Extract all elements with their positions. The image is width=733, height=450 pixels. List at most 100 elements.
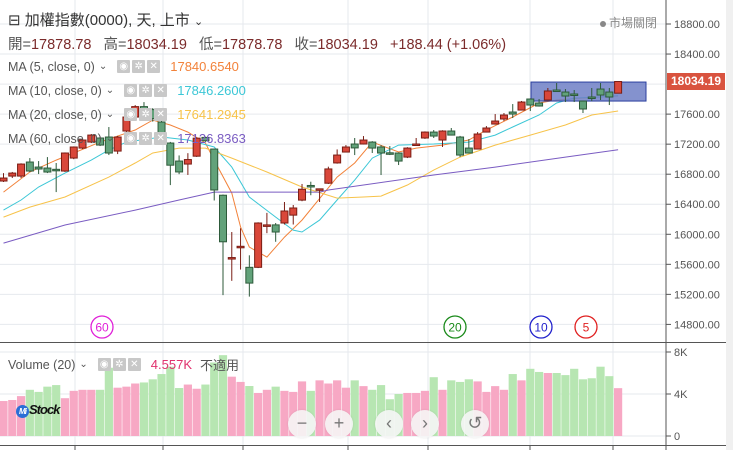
chevron-down-icon[interactable]: ⌄ bbox=[98, 61, 108, 72]
volume-bar bbox=[517, 380, 526, 436]
candle-body bbox=[377, 146, 386, 154]
period-marker-20: 20 bbox=[443, 315, 467, 339]
candle bbox=[491, 114, 500, 125]
ma-legend[interactable]: MA (10, close, 0) ⌄ ◉ ✲ ✕ 17846.2600 bbox=[8, 83, 246, 98]
ma-label: MA (5, close, 0) bbox=[8, 59, 95, 74]
candle-body bbox=[175, 160, 184, 173]
candle-body bbox=[543, 90, 552, 101]
volume-bar bbox=[350, 380, 359, 436]
close-icon[interactable]: ✕ bbox=[127, 358, 141, 371]
ohlc-readout: 開=17878.78 高=18034.19 低=17878.78 收=18034… bbox=[8, 33, 514, 54]
eye-icon[interactable]: ◉ bbox=[117, 60, 131, 73]
candle-body bbox=[324, 168, 333, 184]
candle-body bbox=[104, 136, 113, 154]
eye-icon[interactable]: ◉ bbox=[97, 358, 111, 371]
candle bbox=[333, 149, 342, 164]
zoom-in-button[interactable]: + bbox=[325, 410, 353, 438]
ma-value: 17846.2600 bbox=[177, 83, 246, 98]
gear-icon[interactable]: ✲ bbox=[139, 108, 153, 121]
volume-bar bbox=[210, 362, 219, 436]
ma-value: 17840.6540 bbox=[170, 59, 239, 74]
volume-bar bbox=[60, 398, 70, 436]
volume-bar bbox=[69, 390, 78, 436]
candle bbox=[60, 152, 69, 172]
reset-chart-button[interactable]: ↺ bbox=[461, 410, 489, 438]
eye-icon[interactable]: ◉ bbox=[124, 84, 138, 97]
gear-icon[interactable]: ✲ bbox=[139, 132, 153, 145]
candle bbox=[298, 183, 307, 202]
candle bbox=[52, 163, 61, 193]
volume-bar bbox=[543, 373, 552, 436]
volume-legend[interactable]: Volume (20) ⌄ ◉ ✲ ✕ 4.557K 不適用 bbox=[8, 355, 239, 374]
volume-bar bbox=[8, 399, 17, 436]
candle-body bbox=[271, 224, 280, 233]
gear-icon[interactable]: ✲ bbox=[112, 358, 126, 371]
price-tick-label: 15200.00 bbox=[674, 289, 720, 301]
volume-bar bbox=[254, 392, 263, 436]
eye-icon[interactable]: ◉ bbox=[124, 108, 138, 121]
gear-icon[interactable]: ✲ bbox=[132, 60, 146, 73]
close-icon[interactable]: ✕ bbox=[154, 84, 168, 97]
volume-bar bbox=[359, 386, 368, 436]
low-value: 17878.78 bbox=[221, 37, 283, 53]
marker-circle bbox=[574, 315, 598, 339]
gear-icon[interactable]: ✲ bbox=[139, 84, 153, 97]
close-icon[interactable]: ✕ bbox=[154, 108, 168, 121]
candle bbox=[113, 135, 122, 155]
candle bbox=[201, 136, 210, 142]
market-status-text: 市場關閉 bbox=[609, 16, 658, 30]
last-price-tag: 18034.19 bbox=[667, 73, 725, 90]
candle-body bbox=[34, 166, 43, 170]
candle bbox=[324, 166, 333, 184]
chevron-down-icon[interactable]: ⌄ bbox=[105, 133, 115, 144]
candle bbox=[8, 171, 17, 179]
volume-bar bbox=[578, 379, 588, 436]
candle bbox=[254, 222, 263, 269]
price-tick-label: 16000.00 bbox=[674, 229, 720, 241]
ma-value: 17126.8363 bbox=[177, 131, 246, 146]
vertical-scrollbar[interactable] bbox=[726, 0, 733, 450]
price-tick-label: 16800.00 bbox=[674, 169, 720, 181]
volume-bar bbox=[534, 371, 544, 436]
volume-bar bbox=[78, 389, 87, 436]
chevron-down-icon[interactable]: ⌄ bbox=[105, 85, 115, 96]
scroll-left-button[interactable]: ‹ bbox=[375, 410, 403, 438]
candle-body bbox=[245, 266, 254, 284]
candle bbox=[17, 163, 26, 179]
eye-icon[interactable]: ◉ bbox=[124, 132, 138, 145]
candle bbox=[87, 134, 96, 144]
candle bbox=[429, 130, 438, 139]
zoom-out-button[interactable]: − bbox=[288, 410, 316, 438]
ma-legend[interactable]: MA (5, close, 0) ⌄ ◉ ✲ ✕ 17840.6540 bbox=[8, 59, 239, 74]
ma-legend[interactable]: MA (60, close, 0) ⌄ ◉ ✲ ✕ 17126.8363 bbox=[8, 131, 246, 146]
volume-bar bbox=[315, 380, 324, 436]
scroll-right-button[interactable]: › bbox=[411, 410, 439, 438]
candle bbox=[341, 145, 350, 153]
candle bbox=[245, 255, 254, 297]
candle-body bbox=[464, 147, 473, 154]
chevron-down-icon[interactable]: ⌄ bbox=[79, 359, 88, 370]
ma-legend[interactable]: MA (20, close, 0) ⌄ ◉ ✲ ✕ 17641.2945 bbox=[8, 107, 246, 122]
volume-bar bbox=[218, 355, 228, 436]
candle bbox=[403, 147, 412, 159]
collapse-icon[interactable]: ⊟ bbox=[8, 12, 21, 29]
volume-bar bbox=[368, 389, 377, 436]
candle-body bbox=[315, 188, 324, 191]
volume-bar bbox=[614, 388, 623, 436]
chevron-down-icon[interactable]: ⌄ bbox=[105, 109, 115, 120]
chevron-down-icon[interactable]: ⌄ bbox=[193, 16, 204, 28]
candle bbox=[175, 155, 184, 175]
symbol-title[interactable]: ⊟ 加權指數(0000), 天, 上市 ⌄ bbox=[8, 9, 203, 30]
candle-body bbox=[78, 139, 87, 149]
volume-bar bbox=[491, 386, 500, 436]
candle-body bbox=[438, 130, 447, 141]
volume-bar bbox=[131, 383, 140, 436]
close-icon[interactable]: ✕ bbox=[147, 60, 161, 73]
price-tick-label: 14800.00 bbox=[674, 319, 720, 331]
candle bbox=[368, 141, 377, 154]
volume-bar bbox=[262, 389, 271, 436]
close-icon[interactable]: ✕ bbox=[154, 132, 168, 145]
candle-body bbox=[403, 147, 412, 158]
ma60-line bbox=[3, 149, 619, 244]
